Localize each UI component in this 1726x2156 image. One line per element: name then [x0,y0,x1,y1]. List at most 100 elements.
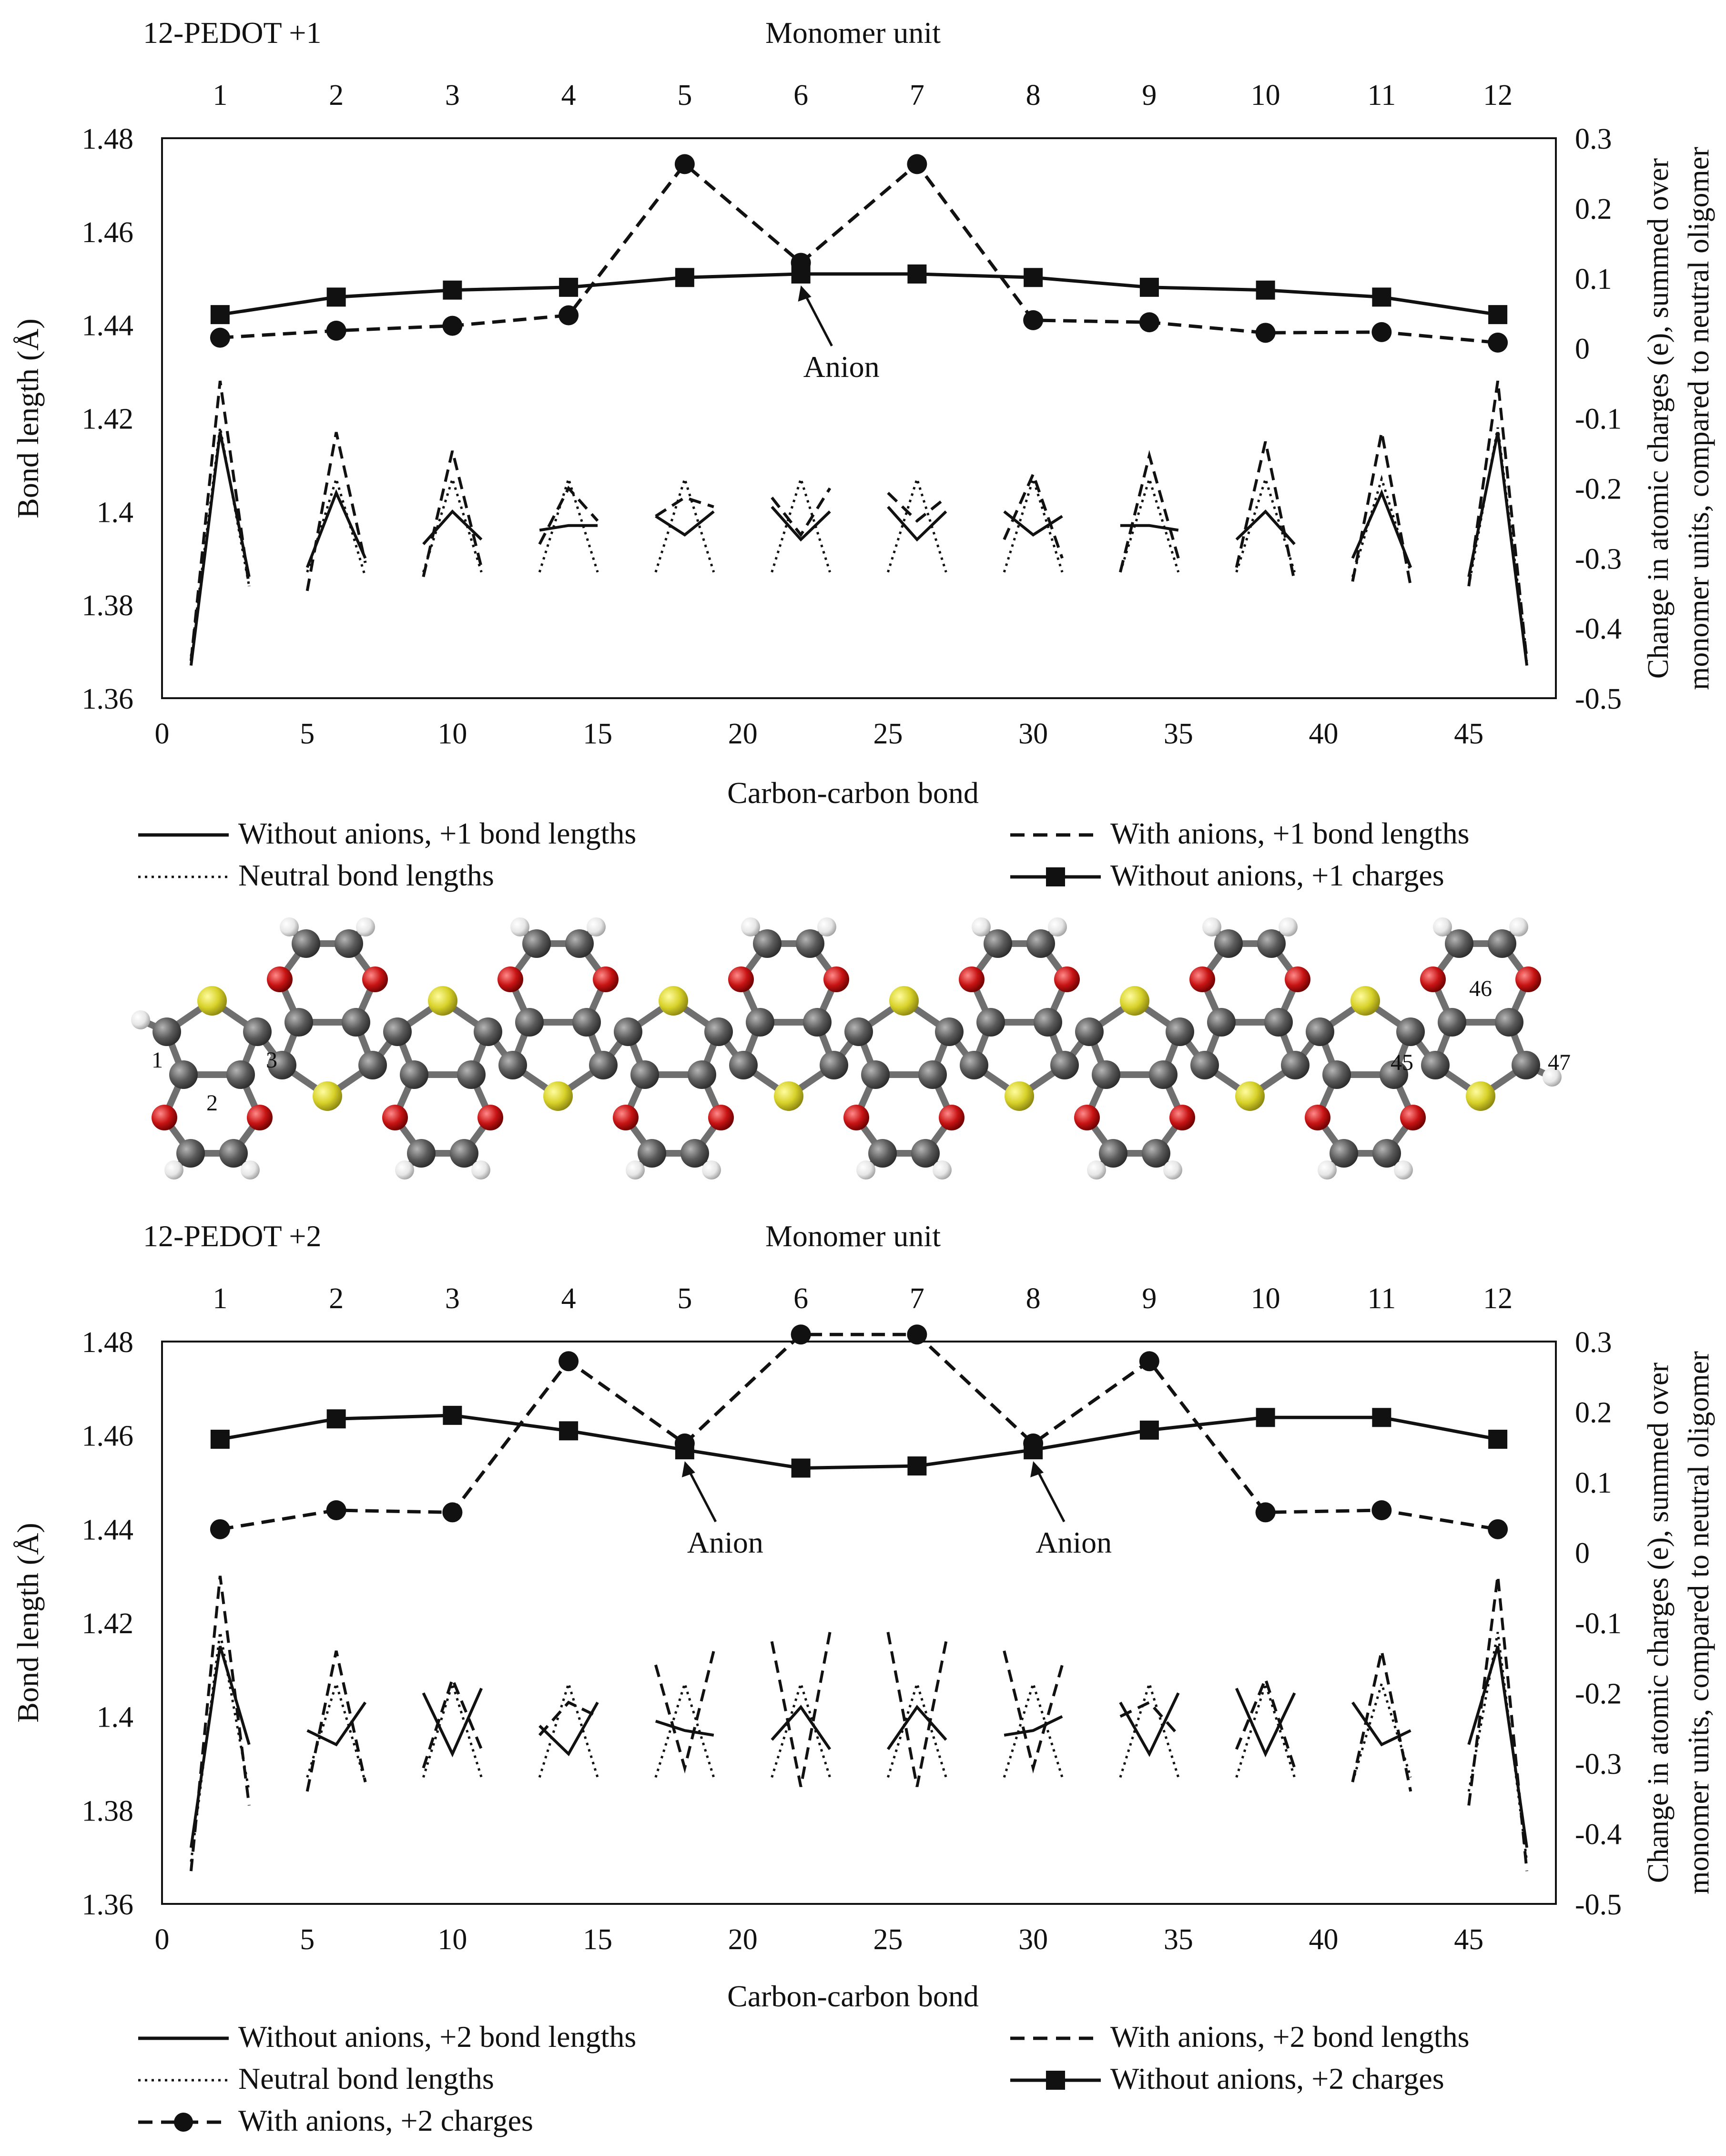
charge-marker-square [210,305,230,325]
hydrogen-atom [1509,917,1528,936]
annotation-label: Anion [803,350,880,384]
carbon-atom [169,1060,198,1089]
legend-marker [1046,867,1065,886]
x-tick: 20 [728,1923,758,1956]
carbon-atom [589,1051,618,1079]
carbon-atom [358,1051,387,1079]
charge-marker-square [1488,305,1508,325]
hydrogen-atom [1163,1160,1182,1180]
bond-series-segment [1467,380,1529,661]
charge-marker-circle [1255,1502,1276,1523]
x-tick: 20 [728,718,758,750]
carbon-atom [1214,929,1243,958]
x-tick: 15 [583,718,612,750]
carbon-atom [450,1139,478,1168]
carbon-atom [1034,1008,1062,1037]
monomer-tick: 11 [1368,1282,1396,1315]
charge-marker-circle [558,1351,579,1372]
bond-series-segment [1467,1632,1528,1862]
charge-marker-square [443,1405,462,1425]
bond-series-segment [655,510,715,537]
carbon-atom [572,1008,601,1037]
bond-series-segment [1003,510,1063,537]
atom-index-label: 3 [266,1047,277,1073]
y-tick: 1.38 [82,1795,134,1827]
carbon-atom [1380,1060,1408,1089]
bond-series-segment [306,1679,366,1783]
carbon-atom [820,1051,848,1079]
hydrogen-atom [856,1160,875,1180]
atom-index-label: 1 [152,1047,163,1073]
monomer-tick: 5 [677,79,692,112]
monomer-tick: 9 [1142,1282,1157,1315]
charge-marker-square [1256,280,1275,300]
hydrogen-atom [1048,917,1067,936]
y-tick-labels: 1.36 1.38 1.4 1.42 1.44 1.46 1.48 [82,123,134,715]
carbon-atom [1322,1060,1351,1089]
carbon-atom [1142,1139,1170,1168]
hydrogen-atom [741,917,760,936]
legend-label: Without anions, +2 bond lengths [238,2020,636,2054]
bond-series-segment [655,1719,714,1737]
annotation-arrow [685,1465,717,1523]
charge-marker-square [1372,287,1391,307]
bond-series-segment [771,1705,832,1750]
oxygen-atom [708,1105,734,1130]
x-tick: 5 [300,718,315,750]
monomer-tick: 1 [213,1282,227,1315]
monomer-tick: 8 [1026,1282,1041,1315]
x-tick: 15 [583,1923,612,1956]
annotation-label: Anion [1036,1525,1112,1559]
x-tick: 30 [1018,718,1048,750]
oxygen-atom [267,966,293,992]
oxygen-atom [152,1105,177,1130]
hydrogen-atom [626,1160,645,1180]
carbon-atom [515,1008,544,1037]
oxygen-atom [613,1105,639,1130]
annotation-arrow [802,289,833,346]
atom-index-label: 2 [206,1090,218,1116]
carbon-atom [342,1008,370,1037]
hydrogen-atom [510,917,529,936]
oxygen-atom [728,966,754,992]
bond-series-segment [190,427,251,657]
bond-series-segment [1351,1701,1411,1747]
hydrogen-atom [131,1010,150,1029]
y2-tick: -0.2 [1575,1678,1622,1710]
top-axis-title: Monomer unit [765,16,941,50]
charge-series [210,1324,1508,1539]
y2-tick: 0 [1575,333,1590,366]
carbon-atom [1026,929,1055,958]
charge-marker-circle [1023,1433,1044,1454]
bond-series-segment [1118,450,1180,573]
bond-series-segment [886,1632,948,1787]
bond-series-segment [538,486,599,545]
panel-label: 12-PEDOT +2 [143,1219,321,1253]
x-tick: 25 [873,718,903,750]
sulfur-atom [428,986,457,1016]
charge-series-line [220,162,1498,345]
charge-series-line [220,272,1498,316]
carbon-atom [335,929,363,958]
atom-index-label: 46 [1469,976,1492,1001]
y2-tick: -0.2 [1575,473,1622,505]
carbon-atom [935,1017,964,1046]
carbon-atom [1372,1139,1401,1168]
molecule-atoms [131,917,1562,1180]
carbon-atom [704,1017,733,1046]
bond-series-segment [189,1576,251,1871]
carbon-atom [1166,1017,1194,1046]
x-tick: 0 [155,718,170,750]
hydrogen-atom [356,917,375,936]
bond-series-segment [538,1700,599,1736]
hydrogen-atom [1202,917,1221,936]
y-tick: 1.36 [82,1889,134,1921]
charge-marker-circle [210,1519,230,1539]
hydrogen-atom [587,917,606,936]
charge-marker-circle [326,320,346,341]
hydrogen-atom [702,1160,721,1180]
monomer-tick-labels: 1 2 3 4 5 6 7 8 9 10 11 12 [213,1282,1513,1315]
panel-label: 12-PEDOT +1 [143,16,321,50]
carbon-atom [522,929,551,958]
charge-marker-circle [442,315,463,336]
